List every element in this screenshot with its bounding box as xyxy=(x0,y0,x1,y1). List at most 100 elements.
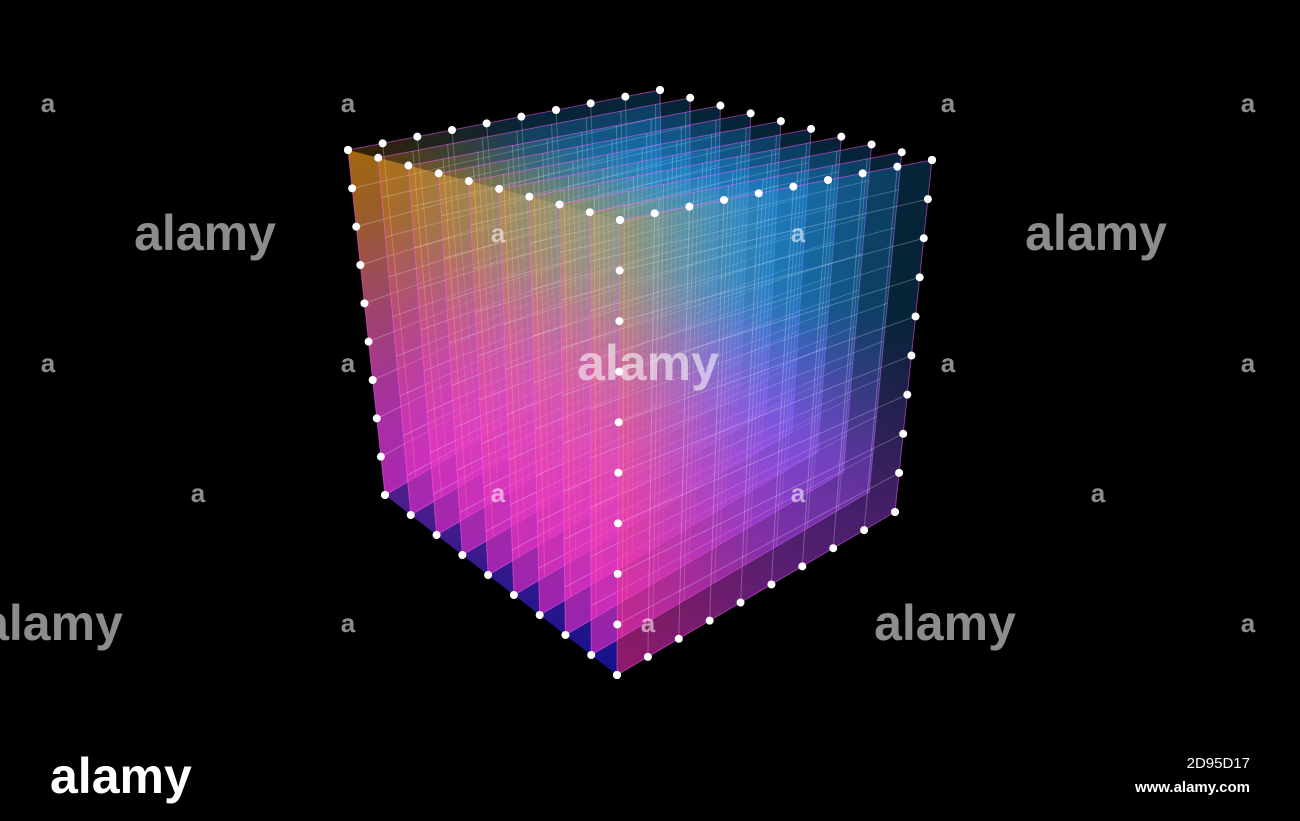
vertex xyxy=(903,390,912,399)
vertex xyxy=(614,519,622,528)
vertex xyxy=(789,182,798,191)
vertex xyxy=(561,631,570,639)
vertex xyxy=(517,112,526,121)
watermark-mark: a xyxy=(491,218,506,248)
grid-line xyxy=(619,237,924,322)
watermark-mark: a xyxy=(641,608,656,638)
vertex xyxy=(495,184,504,193)
vertex xyxy=(807,124,816,133)
vertex xyxy=(482,119,491,128)
vertex xyxy=(928,156,936,164)
vertex xyxy=(381,491,389,499)
watermark-mark: a xyxy=(941,88,956,118)
cube xyxy=(344,86,936,679)
vertex xyxy=(368,376,377,384)
watermark-mark: a xyxy=(341,608,356,638)
vertex xyxy=(919,234,928,243)
vertex xyxy=(613,569,622,578)
vertex xyxy=(923,195,932,204)
watermark-mark: a xyxy=(1241,88,1256,118)
vertex xyxy=(656,86,664,94)
watermark: alamy xyxy=(577,335,719,391)
vertex xyxy=(685,202,694,211)
vertex xyxy=(585,208,594,217)
vertex xyxy=(754,189,763,198)
vertex xyxy=(406,511,415,519)
vertex xyxy=(705,616,714,625)
watermark-mark: a xyxy=(341,348,356,378)
vertex xyxy=(378,139,387,148)
vertex xyxy=(720,196,728,204)
vertex xyxy=(650,209,659,218)
vertex xyxy=(899,429,908,438)
grid-line xyxy=(617,433,904,575)
vertex xyxy=(464,177,473,186)
grid-line xyxy=(618,315,916,423)
vertex xyxy=(404,161,413,170)
watermark-mark: a xyxy=(941,348,956,378)
vertex xyxy=(372,414,381,423)
vertex xyxy=(895,468,904,477)
vertex xyxy=(586,99,595,108)
vertex xyxy=(867,140,876,149)
vertex xyxy=(509,591,518,599)
grid-line xyxy=(709,199,725,621)
vertex xyxy=(613,620,622,629)
vertex xyxy=(798,562,807,571)
vertex xyxy=(484,571,493,579)
grid-line xyxy=(832,173,864,549)
watermark-mark: a xyxy=(791,478,806,508)
grid-line xyxy=(863,166,898,531)
logo: alamy xyxy=(50,748,192,804)
vertex xyxy=(915,273,924,282)
vertex xyxy=(432,531,441,539)
watermarks: alamy alamy alamy alamy alamy a a a a a a a a a a a a a a a… xyxy=(0,88,1256,651)
grid-line xyxy=(647,213,656,657)
vertex xyxy=(860,526,869,535)
vertex xyxy=(535,611,544,619)
vertex xyxy=(448,126,456,134)
vertex xyxy=(621,92,630,101)
watermark-mark: a xyxy=(491,478,506,508)
watermark: alamy xyxy=(0,595,123,651)
vertex xyxy=(434,169,443,178)
vertex xyxy=(555,200,564,209)
vertex xyxy=(614,418,623,427)
grid-line xyxy=(618,276,920,373)
vertex xyxy=(364,337,373,346)
watermark-mark: a xyxy=(791,218,806,248)
watermark-mark: a xyxy=(1091,478,1106,508)
image-id: 2D95D17 xyxy=(1187,755,1250,772)
vertex xyxy=(613,671,621,679)
grid-line xyxy=(617,394,908,524)
grid-line xyxy=(618,355,912,474)
vertex xyxy=(413,132,422,141)
vertex xyxy=(615,317,624,326)
vertex xyxy=(891,508,899,516)
watermark: alamy xyxy=(1025,205,1167,261)
vertex xyxy=(716,101,725,110)
vertex xyxy=(356,261,365,269)
watermark: alamy xyxy=(134,205,276,261)
vertex xyxy=(858,169,867,178)
vertex xyxy=(352,222,361,231)
vertex xyxy=(746,109,755,118)
vertex xyxy=(360,299,369,308)
watermark-mark: a xyxy=(191,478,206,508)
vertex xyxy=(615,266,624,275)
vertex xyxy=(525,192,534,201)
vertex xyxy=(767,580,776,589)
watermark-mark: a xyxy=(1241,608,1256,638)
watermark-mark: a xyxy=(1241,348,1256,378)
url: www.alamy.com xyxy=(1134,779,1250,796)
grid-line xyxy=(678,206,690,639)
vertex xyxy=(616,216,624,224)
vertex xyxy=(348,184,357,193)
vertex xyxy=(587,651,596,659)
watermark: alamy xyxy=(874,595,1016,651)
vertex xyxy=(837,132,846,141)
watermark-mark: a xyxy=(41,88,56,118)
grid-line xyxy=(617,472,900,625)
